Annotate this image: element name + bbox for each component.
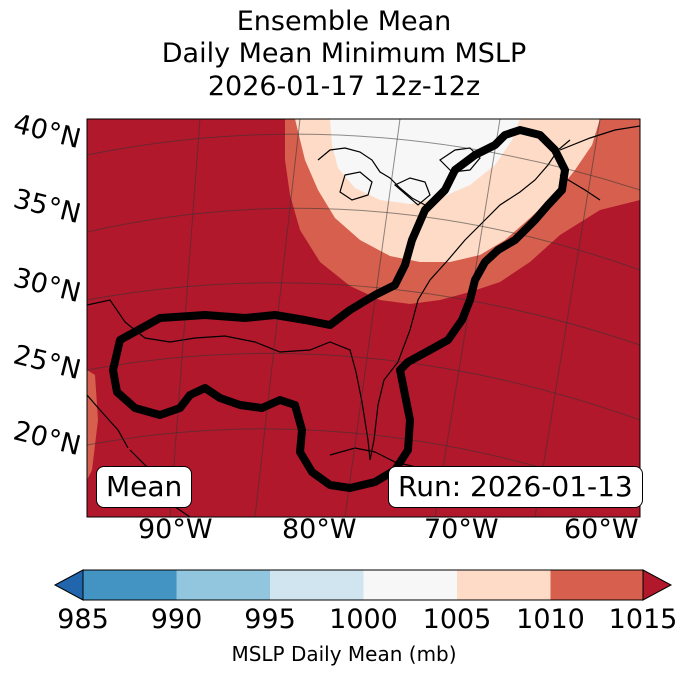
colorbar-segment-1000 [363,570,457,600]
colorbar-tick-995: 995 [244,604,296,635]
colorbar-segment-1010 [550,570,643,600]
colorbar-tick-990: 990 [150,604,203,635]
colorbar [53,569,673,601]
colorbar-tick-1005: 1005 [422,604,492,635]
colorbar-segment-1005 [457,570,551,600]
title-line-1: Ensemble Mean [236,6,452,37]
map-panel [87,119,640,517]
colorbar-segment-995 [270,570,364,600]
mean-label-box: Mean [96,466,193,508]
lon-label-70w: 70°W [424,514,499,545]
lon-label-90w: 90°W [138,514,213,545]
colorbar-tick-1000: 1000 [329,604,398,635]
colorbar-frame [82,569,644,601]
colorbar-over-arrow [642,569,673,601]
colorbar-tick-1015: 1015 [608,604,678,635]
colorbar-label: MSLP Daily Mean (mb) [231,642,457,666]
colorbar-under-arrow [53,569,84,601]
mslp-contour [109,126,569,492]
title-line-3: 2026-01-17 12z-12z [207,71,481,102]
lon-label-60w: 60°W [564,514,639,545]
lon-label-80w: 80°W [282,514,357,545]
colorbar-tick-985: 985 [57,604,109,635]
map-frame [86,118,641,518]
title-line-2: Daily Mean Minimum MSLP [161,38,527,69]
colorbar-segment-990 [176,570,270,600]
colorbar-segment-985 [83,570,177,600]
mslp-band-995-1000 [330,119,520,204]
colorbar-tick-1010: 1010 [516,604,585,635]
run-date-box: Run: 2026-01-13 [388,466,643,508]
